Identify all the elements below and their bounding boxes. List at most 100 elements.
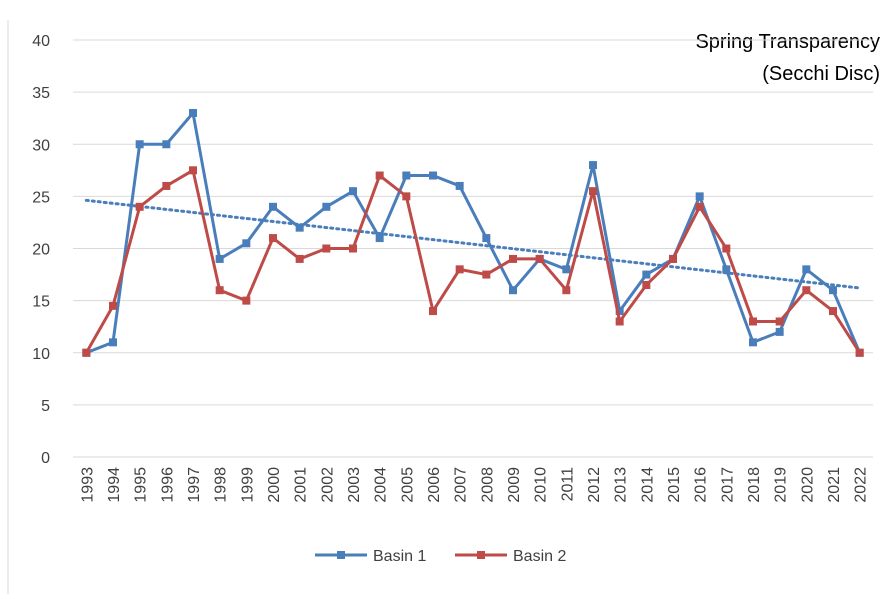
x-tick-label: 2012: [586, 467, 603, 503]
data-point: [82, 348, 91, 357]
data-point: [749, 338, 757, 347]
data-point: [642, 270, 651, 279]
x-tick-label: 2001: [293, 467, 310, 503]
x-tick-label: 2016: [693, 467, 710, 503]
x-tick-label: 2003: [346, 467, 363, 503]
data-point: [322, 244, 331, 253]
x-tick-label: 1994: [106, 467, 123, 503]
x-tick-label: 2002: [319, 467, 336, 503]
y-tick-label: 5: [41, 398, 50, 415]
y-tick-label: 35: [32, 85, 50, 102]
legend-label: Basin 1: [373, 548, 426, 565]
data-point: [749, 317, 757, 326]
data-point: [642, 280, 651, 289]
data-point: [242, 296, 251, 305]
data-point: [189, 108, 197, 117]
x-tick-label: 2020: [799, 467, 816, 503]
data-point: [189, 166, 197, 175]
x-tick-label: 2010: [533, 467, 550, 503]
x-tick-label: 1997: [186, 467, 203, 503]
data-point: [135, 202, 144, 211]
data-point: [482, 234, 491, 243]
data-point: [429, 171, 437, 180]
data-point: [802, 286, 811, 295]
x-tick-label: 2019: [773, 467, 790, 503]
series-line: [85, 111, 862, 355]
data-point: [402, 171, 411, 180]
annotation: Spring Transparency: [695, 31, 880, 53]
y-tick-label: 25: [32, 189, 50, 206]
x-tick-label: 2022: [853, 467, 870, 503]
data-point: [775, 317, 784, 326]
data-point: [269, 234, 277, 243]
data-point: [669, 254, 677, 263]
data-point: [162, 181, 171, 190]
data-point: [562, 265, 571, 274]
x-tick-label: 2018: [746, 467, 763, 503]
y-tick-label: 30: [32, 137, 50, 154]
data-point: [429, 307, 437, 316]
x-tick-label: 2013: [613, 467, 630, 503]
y-tick-label: 20: [32, 242, 50, 259]
x-tick-label: 2006: [426, 467, 443, 503]
legend-marker: [337, 551, 345, 559]
data-point: [482, 270, 491, 279]
series-line: [85, 168, 861, 354]
data-point: [295, 254, 304, 263]
data-point: [375, 171, 384, 180]
data-point: [855, 348, 864, 357]
data-point: [722, 265, 731, 274]
data-point: [215, 254, 224, 263]
data-point: [455, 265, 464, 274]
data-point: [109, 301, 117, 310]
data-point: [802, 265, 811, 274]
data-point: [695, 192, 704, 201]
y-tick-label: 15: [32, 294, 50, 311]
data-point: [375, 234, 384, 243]
data-point: [455, 181, 464, 190]
data-point: [242, 239, 251, 248]
data-point: [349, 244, 357, 253]
data-point: [775, 327, 784, 336]
x-tick-label: 1998: [213, 467, 230, 503]
data-point: [162, 140, 171, 149]
data-point: [109, 338, 117, 347]
annotation: (Secchi Disc): [762, 63, 880, 85]
data-point: [135, 140, 144, 149]
x-tick-label: 2005: [399, 467, 416, 503]
data-point: [509, 286, 517, 295]
data-point: [295, 223, 304, 232]
data-point: [349, 187, 357, 196]
data-point: [322, 202, 331, 211]
y-tick-label: 40: [32, 33, 50, 50]
x-tick-label: 2014: [639, 467, 656, 503]
data-point: [829, 286, 837, 295]
x-tick-label: 1999: [239, 467, 256, 503]
data-point: [589, 161, 597, 170]
x-tick-label: 2011: [559, 467, 576, 502]
x-tick-label: 2015: [666, 467, 683, 503]
x-tick-label: 2017: [719, 467, 736, 503]
y-tick-label: 0: [41, 450, 50, 467]
x-tick-label: 2021: [826, 467, 843, 503]
x-tick-label: 1993: [79, 467, 96, 503]
data-point: [269, 202, 277, 211]
data-point: [589, 187, 597, 196]
trendline: [84, 198, 862, 290]
x-tick-label: 2004: [373, 467, 390, 503]
data-point: [402, 192, 411, 201]
data-point: [535, 254, 544, 263]
x-tick-label: 2008: [479, 467, 496, 503]
data-point: [615, 307, 624, 316]
x-tick-label: 2007: [453, 467, 470, 503]
data-point: [509, 254, 517, 263]
data-point: [829, 307, 837, 316]
data-point: [695, 202, 704, 211]
x-tick-label: 1996: [159, 467, 176, 503]
y-tick-label: 10: [32, 346, 50, 363]
data-point: [562, 286, 571, 295]
data-point: [722, 244, 731, 253]
data-point: [615, 317, 624, 326]
x-tick-label: 1995: [133, 467, 150, 503]
